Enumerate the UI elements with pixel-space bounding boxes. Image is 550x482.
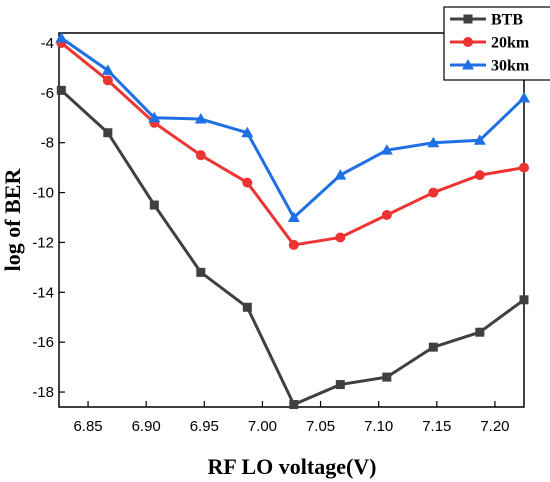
y-tick-label: -18 (32, 384, 54, 401)
data-point (335, 232, 346, 243)
x-tick-label: 7.20 (480, 418, 509, 435)
data-point (427, 136, 440, 148)
data-point (149, 200, 159, 210)
legend-label: 20km (491, 35, 530, 52)
data-point (381, 210, 392, 221)
x-tick-label: 6.85 (73, 418, 102, 435)
y-tick-label: -14 (32, 284, 54, 301)
data-point (428, 187, 439, 198)
x-axis-title: RF LO voltage(V) (207, 454, 376, 479)
data-point (148, 111, 161, 123)
data-point (102, 75, 113, 86)
series-btb (56, 85, 529, 410)
data-point (288, 239, 299, 250)
x-tick-label: 7.10 (364, 418, 393, 435)
data-point (103, 128, 113, 138)
x-tick-label: 7.00 (248, 418, 277, 435)
data-point (518, 91, 530, 103)
x-tick-label: 7.05 (306, 418, 335, 435)
legend-label: 30km (491, 58, 530, 75)
x-tick-label: 7.15 (422, 418, 451, 435)
y-tick-label: -6 (41, 85, 54, 102)
legend-label: BTB (491, 12, 523, 29)
data-point (519, 162, 529, 173)
data-series (55, 31, 530, 410)
data-point (382, 372, 392, 382)
data-point (194, 113, 207, 124)
y-tick-label: -4 (41, 35, 54, 52)
data-point (241, 126, 254, 138)
y-tick-label: -16 (32, 334, 54, 351)
data-point (474, 170, 485, 181)
axis-ticks: 6.85 6.90 6.95 7.00 7.05 7.10 7.15 7.20 -4 -6 -8 -1… (32, 35, 509, 435)
data-point (428, 342, 438, 352)
y-tick-label: -8 (41, 135, 54, 152)
x-tick-label: 6.90 (132, 418, 161, 435)
data-point (56, 85, 66, 95)
legend-marker (462, 59, 474, 70)
data-point (55, 31, 68, 43)
legend: BTB 20km 30km (443, 6, 550, 81)
series-30km (55, 31, 530, 223)
data-point (242, 302, 252, 312)
y-axis-title: log of BER (0, 168, 25, 272)
data-point (287, 211, 300, 223)
data-point (242, 177, 253, 188)
data-point (380, 144, 393, 155)
y-tick-label: -10 (32, 185, 54, 202)
data-point (289, 400, 299, 410)
data-point (101, 64, 114, 75)
legend-marker (463, 14, 473, 24)
legend-marker (463, 37, 473, 47)
data-point (335, 380, 345, 390)
data-point (473, 134, 486, 145)
data-point (334, 169, 347, 180)
series-20km (56, 37, 529, 250)
data-point (519, 295, 529, 305)
data-point (195, 150, 206, 161)
data-point (475, 327, 485, 337)
data-point (196, 267, 206, 277)
y-tick-label: -12 (32, 234, 54, 251)
x-tick-label: 6.95 (190, 418, 219, 435)
